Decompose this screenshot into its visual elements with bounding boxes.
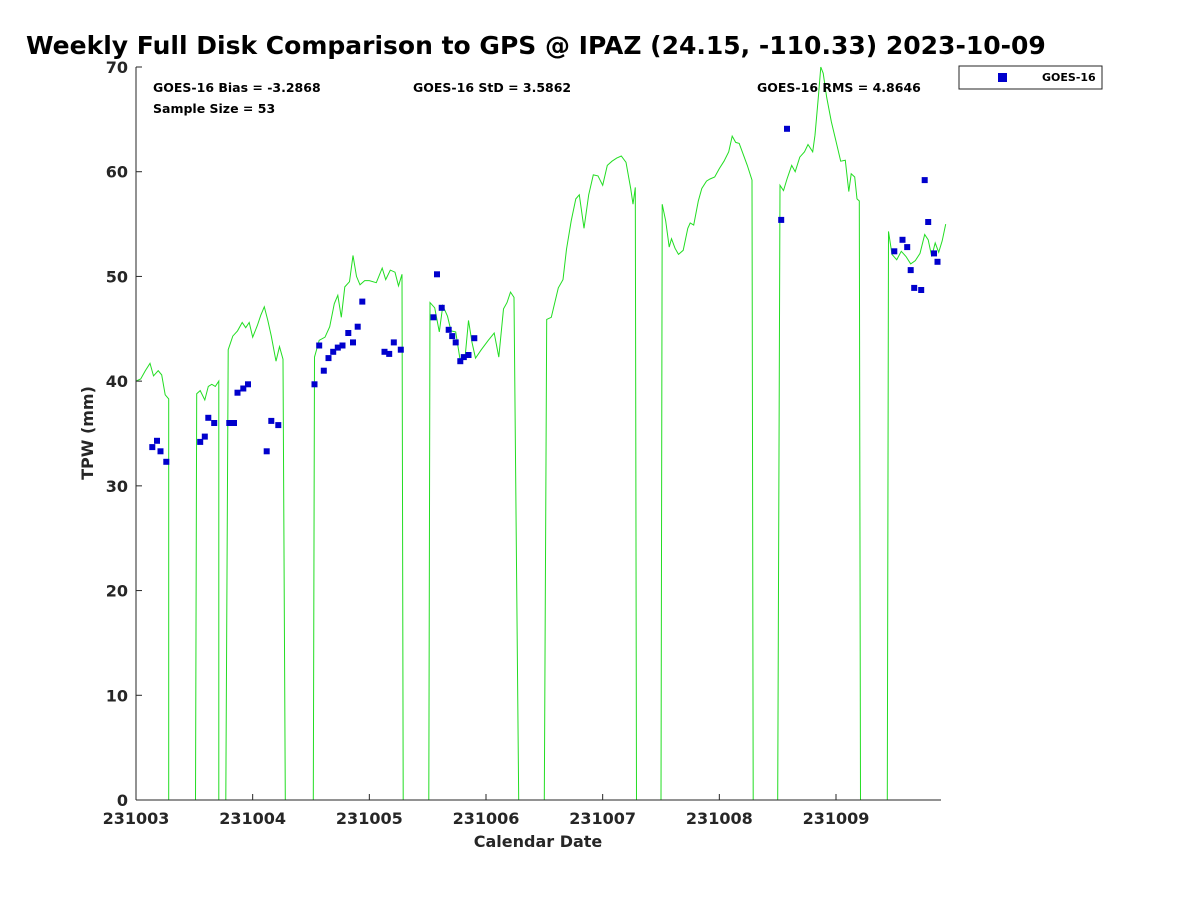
y-tick-label: 0 (117, 791, 128, 810)
goes-16-point (904, 244, 911, 251)
goes-16-point (381, 348, 388, 355)
goes-16-point (263, 448, 270, 455)
goes-16-point (345, 330, 352, 336)
legend-label-goes-16: GOES-16 (1042, 71, 1096, 84)
goes-16-point (231, 420, 237, 426)
y-tick-label: 50 (106, 267, 128, 286)
gps-line-segment-2 (225, 305, 286, 801)
gps-line-segment-5 (543, 155, 637, 801)
goes-16-point (311, 381, 318, 388)
rms-annotation: GOES-16 RMS = 4.8646 (757, 80, 921, 95)
goes-16-point (339, 342, 346, 349)
y-tick-label: 30 (106, 477, 128, 496)
goes-16-point (320, 367, 327, 374)
goes-16-point (154, 437, 160, 444)
goes-16-point (201, 433, 208, 440)
goes-16-point (918, 287, 925, 293)
goes-16-point (397, 346, 404, 353)
goes-16-point (157, 448, 164, 455)
goes-16-point (211, 420, 218, 426)
legend-box (958, 65, 1103, 90)
goes-16-point (359, 298, 366, 305)
goes-16-point (784, 125, 790, 132)
goes-16-point (205, 414, 212, 421)
goes-16-point (316, 342, 323, 349)
y-axis-label: TPW (mm) (78, 386, 97, 480)
goes-16-point (226, 420, 233, 426)
gps-line-segment-6 (660, 134, 754, 801)
x-tick-label: 231006 (453, 809, 520, 828)
goes-16-point (390, 339, 397, 346)
goes-16-point (354, 323, 361, 330)
goes-16-point (386, 350, 393, 357)
goes-16-point (438, 304, 445, 311)
gps-line-segment-3 (312, 255, 404, 801)
goes-16-point (434, 271, 440, 278)
gps-line-segment-0 (135, 362, 170, 800)
goes-16-point (925, 219, 932, 225)
goes-16-point (245, 381, 251, 388)
goes-16-point (240, 385, 247, 392)
goes-16-points-layer (149, 125, 941, 465)
x-tick-label: 231003 (103, 809, 170, 828)
goes-16-point (471, 335, 478, 342)
gps-line-segment-7 (777, 66, 861, 801)
chart-title: Weekly Full Disk Comparison to GPS @ IPA… (26, 31, 1046, 60)
sample-size-annotation: Sample Size = 53 (153, 101, 275, 116)
goes-16-point (197, 438, 204, 445)
goes-16-point (430, 314, 437, 321)
goes-16-point (891, 248, 898, 255)
plot-area (135, 66, 942, 801)
stats-annotations: GOES-16 Bias = -3.2868 Sample Size = 53 … (153, 80, 921, 116)
goes-16-point (445, 326, 452, 333)
goes-16-point (778, 216, 785, 223)
gps-line-segment-4 (428, 290, 520, 801)
goes-16-point (899, 236, 906, 243)
goes-16-point (931, 250, 937, 257)
y-tick-label: 20 (106, 582, 128, 601)
legend: GOES-16 (958, 65, 1103, 90)
goes-16-point (268, 417, 275, 424)
goes-16-point (921, 177, 928, 184)
gps-line-layer (135, 66, 947, 801)
x-axis-label: Calendar Date (474, 832, 603, 851)
goes-16-point (911, 284, 918, 291)
goes-16-point (452, 339, 459, 346)
y-tick-label: 60 (106, 163, 128, 182)
std-annotation: GOES-16 StD = 3.5862 (413, 80, 571, 95)
goes-16-point (350, 339, 356, 346)
x-tick-label: 231008 (686, 809, 753, 828)
y-tick-label: 10 (106, 686, 128, 705)
x-tick-label: 231007 (569, 809, 636, 828)
goes-16-point (934, 258, 941, 265)
y-ticks: 0 10 20 30 40 50 60 70 (106, 58, 142, 810)
plot-frame (135, 66, 942, 801)
goes-16-point (907, 267, 914, 274)
goes-16-point (275, 422, 282, 429)
goes-16-point (163, 458, 170, 465)
x-tick-label: 231009 (803, 809, 870, 828)
goes-16-point (457, 358, 464, 365)
x-ticks: 231003 231004 231005 231006 231007 231008 2310… (103, 794, 870, 828)
goes-16-point (334, 344, 341, 351)
goes-16-point (449, 333, 456, 340)
goes-16-point (149, 444, 156, 451)
gps-line-segment-8 (886, 223, 947, 801)
goes-16-point (465, 352, 472, 358)
axes (135, 67, 941, 801)
legend-marker-goes-16 (998, 73, 1007, 82)
x-tick-label: 231004 (219, 809, 286, 828)
gps-line-segment-1 (195, 379, 220, 801)
goes-16-point (460, 354, 467, 361)
x-tick-label: 231005 (336, 809, 403, 828)
goes-16-point (330, 348, 337, 355)
y-tick-label: 40 (106, 372, 128, 391)
goes-16-point (234, 389, 241, 396)
goes-16-point (325, 355, 332, 362)
y-tick-label: 70 (106, 58, 128, 77)
bias-annotation: GOES-16 Bias = -3.2868 (153, 80, 321, 95)
